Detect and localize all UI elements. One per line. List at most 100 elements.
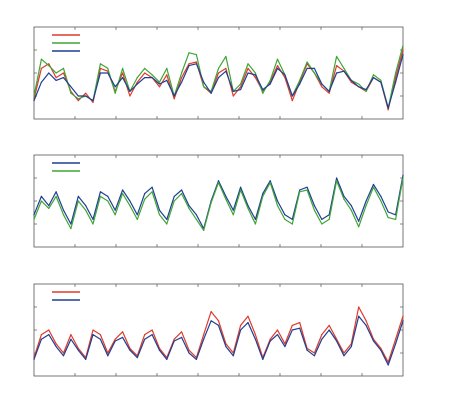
data-point-blue xyxy=(276,200,279,202)
data-point-blue xyxy=(247,72,249,74)
data-point-blue xyxy=(188,205,190,207)
data-point-red xyxy=(343,352,345,354)
data-point-blue xyxy=(343,355,345,357)
data-point-blue xyxy=(380,349,382,351)
data-point-green xyxy=(55,195,57,197)
data-point-blue xyxy=(158,349,161,351)
data-point-blue xyxy=(188,352,190,354)
data-point-blue xyxy=(284,74,286,76)
data-point-blue xyxy=(114,86,116,88)
data-point-blue xyxy=(151,77,153,79)
data-point-red xyxy=(188,349,190,351)
data-point-red xyxy=(55,343,57,345)
data-point-blue xyxy=(380,81,382,83)
data-point-green xyxy=(144,198,146,200)
data-point-blue xyxy=(358,220,360,222)
data-point-green xyxy=(350,209,352,211)
data-point-blue xyxy=(291,329,293,331)
data-point-red xyxy=(395,77,397,79)
data-point-green xyxy=(335,180,338,182)
data-point-blue xyxy=(210,320,212,322)
data-point-blue xyxy=(313,205,316,207)
data-point-red xyxy=(358,306,360,308)
data-point-blue xyxy=(33,214,35,216)
data-point-blue xyxy=(358,86,360,88)
data-point-blue xyxy=(240,329,242,331)
data-point-blue xyxy=(203,338,205,340)
data-point-green xyxy=(195,218,197,220)
data-point-blue xyxy=(173,340,175,342)
data-point-blue xyxy=(70,338,72,340)
data-point-green xyxy=(291,223,293,225)
data-point-blue xyxy=(129,349,131,351)
data-point-blue xyxy=(48,72,50,74)
data-point-green xyxy=(276,205,279,207)
data-point-red xyxy=(136,81,138,83)
data-point-blue xyxy=(380,195,382,197)
data-point-green xyxy=(380,79,382,81)
data-point-blue xyxy=(402,320,404,322)
data-point-blue xyxy=(85,358,87,361)
data-point-blue xyxy=(291,218,293,220)
data-point-blue xyxy=(299,189,301,191)
data-point-green xyxy=(188,52,190,54)
data-point-blue xyxy=(188,65,190,67)
data-point-blue xyxy=(136,357,138,359)
data-point-red xyxy=(254,334,256,336)
data-point-blue xyxy=(321,83,323,85)
data-point-red xyxy=(48,63,50,65)
data-point-blue xyxy=(335,177,338,179)
data-point-green xyxy=(173,200,175,202)
data-point-blue xyxy=(254,74,256,76)
data-point-blue xyxy=(240,186,242,188)
data-point-red xyxy=(387,109,389,111)
data-point-blue xyxy=(387,211,389,213)
data-point-red xyxy=(40,67,42,69)
data-point-red xyxy=(129,95,131,97)
data-point-green xyxy=(144,67,146,69)
data-point-blue xyxy=(343,195,345,197)
data-point-red xyxy=(62,352,65,354)
data-point-red xyxy=(55,77,57,79)
data-point-green xyxy=(365,90,367,92)
data-point-red xyxy=(144,334,146,336)
data-point-blue xyxy=(62,77,65,79)
data-point-green xyxy=(299,191,301,193)
data-point-red xyxy=(121,72,124,74)
data-point-blue xyxy=(40,338,42,340)
data-point-blue xyxy=(269,180,271,182)
data-point-green xyxy=(276,58,279,60)
data-point-green xyxy=(380,200,382,202)
data-point-blue xyxy=(195,358,197,361)
data-point-red xyxy=(321,86,323,88)
data-point-red xyxy=(402,315,404,317)
data-point-blue xyxy=(136,83,138,85)
data-point-green xyxy=(269,79,271,81)
data-point-blue xyxy=(181,189,183,191)
data-point-blue xyxy=(121,77,124,79)
data-point-blue xyxy=(181,336,183,338)
data-point-red xyxy=(321,334,323,336)
data-point-green xyxy=(335,55,338,58)
data-point-green xyxy=(99,63,102,65)
data-point-blue xyxy=(232,209,234,211)
data-point-red xyxy=(254,77,256,79)
data-point-blue xyxy=(402,174,404,176)
data-point-red xyxy=(77,100,79,102)
data-point-red xyxy=(210,311,212,313)
data-point-blue xyxy=(144,77,146,79)
data-point-blue xyxy=(136,214,138,216)
data-point-green xyxy=(136,218,138,220)
data-point-green xyxy=(313,72,316,74)
data-point-green xyxy=(62,214,65,216)
data-point-blue xyxy=(33,100,35,102)
data-point-blue xyxy=(62,355,65,357)
data-point-blue xyxy=(350,205,352,207)
data-point-green xyxy=(33,218,35,220)
data-point-green xyxy=(40,58,42,60)
data-point-red xyxy=(247,315,249,317)
data-point-green xyxy=(225,55,227,58)
data-point-red xyxy=(299,322,301,324)
data-point-green xyxy=(343,67,345,69)
